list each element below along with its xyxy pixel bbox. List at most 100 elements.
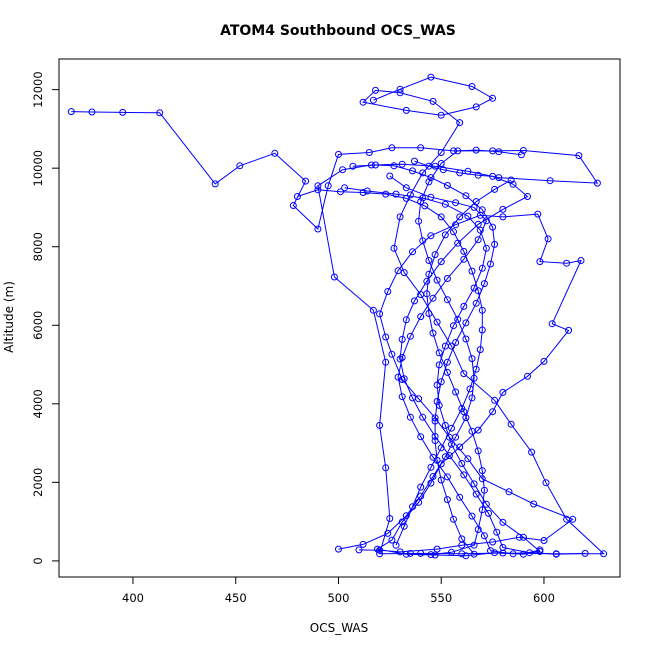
data-point — [474, 447, 482, 455]
data-point — [478, 206, 486, 214]
data-point — [359, 540, 367, 548]
data-point — [390, 244, 398, 252]
data-point — [443, 368, 451, 376]
data-point — [450, 228, 457, 236]
data-point — [409, 167, 416, 175]
data-point — [472, 198, 480, 206]
y-tick-label: 4000 — [31, 389, 45, 418]
data-point — [577, 257, 585, 264]
data-point — [482, 244, 490, 252]
data-point — [433, 318, 441, 326]
data-point — [369, 306, 377, 314]
data-point — [474, 287, 482, 295]
x-axis: 400 450 500 550 600 — [122, 576, 555, 605]
data-point — [530, 500, 538, 508]
data-point — [417, 492, 425, 500]
data-point — [339, 166, 347, 174]
data-point — [505, 488, 513, 496]
data-point — [409, 503, 416, 511]
data-point — [519, 147, 527, 154]
series-line — [338, 149, 522, 550]
data-point — [474, 236, 482, 244]
data-point — [480, 532, 488, 540]
data-point — [507, 176, 515, 184]
data-point — [324, 182, 332, 190]
data-point — [441, 231, 449, 239]
data-point — [448, 440, 455, 448]
data-point — [425, 178, 433, 186]
data-point — [419, 194, 427, 202]
data-point — [406, 332, 414, 340]
series-7 — [406, 176, 515, 559]
series-6 — [293, 186, 486, 549]
data-point — [337, 188, 344, 196]
data-point — [302, 177, 310, 185]
data-point — [429, 97, 437, 105]
data-point — [540, 357, 548, 365]
data-point — [382, 333, 390, 341]
data-point — [388, 144, 396, 152]
data-point — [419, 237, 427, 245]
data-point — [563, 259, 571, 267]
data-point — [575, 152, 583, 160]
data-point — [330, 273, 338, 281]
data-point — [435, 349, 443, 357]
data-point — [509, 550, 517, 558]
data-point — [470, 550, 478, 558]
data-point — [489, 408, 497, 416]
data-point — [468, 355, 476, 363]
data-point — [489, 172, 497, 180]
data-point — [156, 109, 164, 117]
data-point — [421, 202, 429, 210]
data-point — [468, 267, 476, 275]
data-point — [386, 515, 394, 522]
data-point — [495, 148, 503, 156]
data-point — [519, 533, 527, 541]
data-point — [429, 473, 437, 480]
data-point — [536, 548, 544, 555]
data-point — [427, 73, 435, 81]
x-tick-label: 450 — [225, 591, 247, 605]
data-point — [359, 189, 367, 196]
data-point — [468, 512, 476, 520]
data-point — [437, 444, 445, 452]
x-tick-label: 600 — [533, 591, 555, 605]
data-point — [314, 186, 322, 194]
data-point — [478, 326, 486, 334]
y-tick-label: 8000 — [31, 232, 45, 261]
data-point — [458, 535, 466, 543]
data-point — [417, 313, 425, 321]
data-point — [439, 166, 447, 174]
data-point — [415, 217, 423, 225]
data-point — [419, 413, 427, 421]
data-point — [392, 190, 400, 198]
data-point — [427, 193, 435, 201]
data-point — [394, 267, 402, 275]
data-point — [425, 310, 433, 317]
y-tick-label: 12000 — [31, 71, 45, 108]
data-point — [509, 180, 517, 188]
data-point — [460, 370, 468, 378]
data-point — [456, 213, 464, 221]
data-point — [437, 378, 445, 386]
data-point — [443, 296, 451, 304]
y-axis: 0 2000 4000 6000 8000 10000 12000 — [31, 71, 60, 565]
data-point — [448, 424, 455, 432]
data-point — [450, 515, 457, 523]
data-point — [468, 427, 476, 435]
x-tick-label: 400 — [122, 591, 144, 605]
y-tick-label: 6000 — [31, 311, 45, 340]
data-point — [376, 421, 384, 429]
data-point — [600, 550, 608, 558]
data-point — [493, 528, 501, 536]
data-point — [427, 463, 435, 471]
data-point — [476, 346, 484, 354]
data-point — [456, 169, 464, 177]
data-point — [409, 248, 416, 256]
data-point — [460, 247, 468, 255]
data-point — [485, 509, 492, 517]
data-point — [443, 275, 451, 282]
series-2 — [355, 210, 585, 560]
x-axis-label: OCS_WAS — [310, 621, 368, 635]
data-point — [417, 433, 425, 441]
